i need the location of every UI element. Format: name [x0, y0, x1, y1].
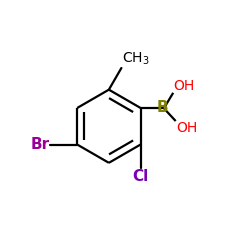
Text: OH: OH — [176, 121, 197, 135]
Text: CH$_3$: CH$_3$ — [122, 51, 150, 67]
Text: Cl: Cl — [132, 168, 149, 184]
Text: OH: OH — [174, 79, 195, 93]
Text: Br: Br — [30, 137, 49, 152]
Text: B: B — [157, 100, 168, 116]
